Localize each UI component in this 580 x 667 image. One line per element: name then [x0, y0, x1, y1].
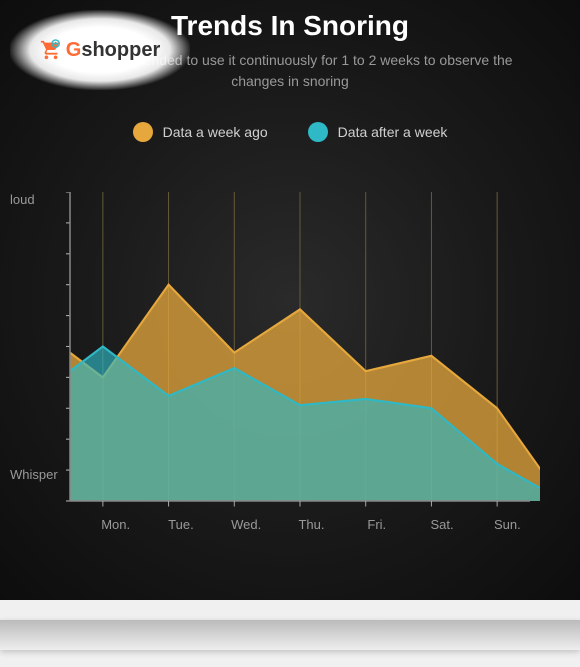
x-axis-label: Fri.: [344, 517, 409, 532]
x-axis-label: Sat.: [409, 517, 474, 532]
legend-label: Data a week ago: [163, 124, 268, 140]
snoring-trends-panel: Gshopper Trends In Snoring It is recomme…: [0, 0, 580, 600]
x-axis-label: Mon.: [83, 517, 148, 532]
shadow-bar: [0, 620, 580, 650]
y-axis-bottom-label: Whisper: [10, 467, 58, 512]
x-axis-label: Tue.: [148, 517, 213, 532]
legend-dot-icon: [308, 122, 328, 142]
x-axis-labels: Mon.Tue.Wed.Thu.Fri.Sat.Sun.: [60, 517, 540, 532]
y-axis-top-label: loud: [10, 192, 58, 207]
legend-item: Data a week ago: [133, 122, 268, 142]
x-axis-label: Sun.: [475, 517, 540, 532]
logo-badge: Gshopper: [10, 10, 190, 90]
chart-canvas: [60, 192, 540, 512]
x-axis-label: Wed.: [214, 517, 279, 532]
snoring-chart: loud Whisper Mon.Tue.Wed.Thu.Fri.Sat.Sun…: [60, 192, 540, 512]
cart-icon: [40, 39, 62, 61]
logo-text: Gshopper: [66, 39, 160, 62]
legend-dot-icon: [133, 122, 153, 142]
chart-legend: Data a week ago Data after a week: [0, 122, 580, 142]
legend-item: Data after a week: [308, 122, 448, 142]
legend-label: Data after a week: [338, 124, 448, 140]
x-axis-label: Thu.: [279, 517, 344, 532]
